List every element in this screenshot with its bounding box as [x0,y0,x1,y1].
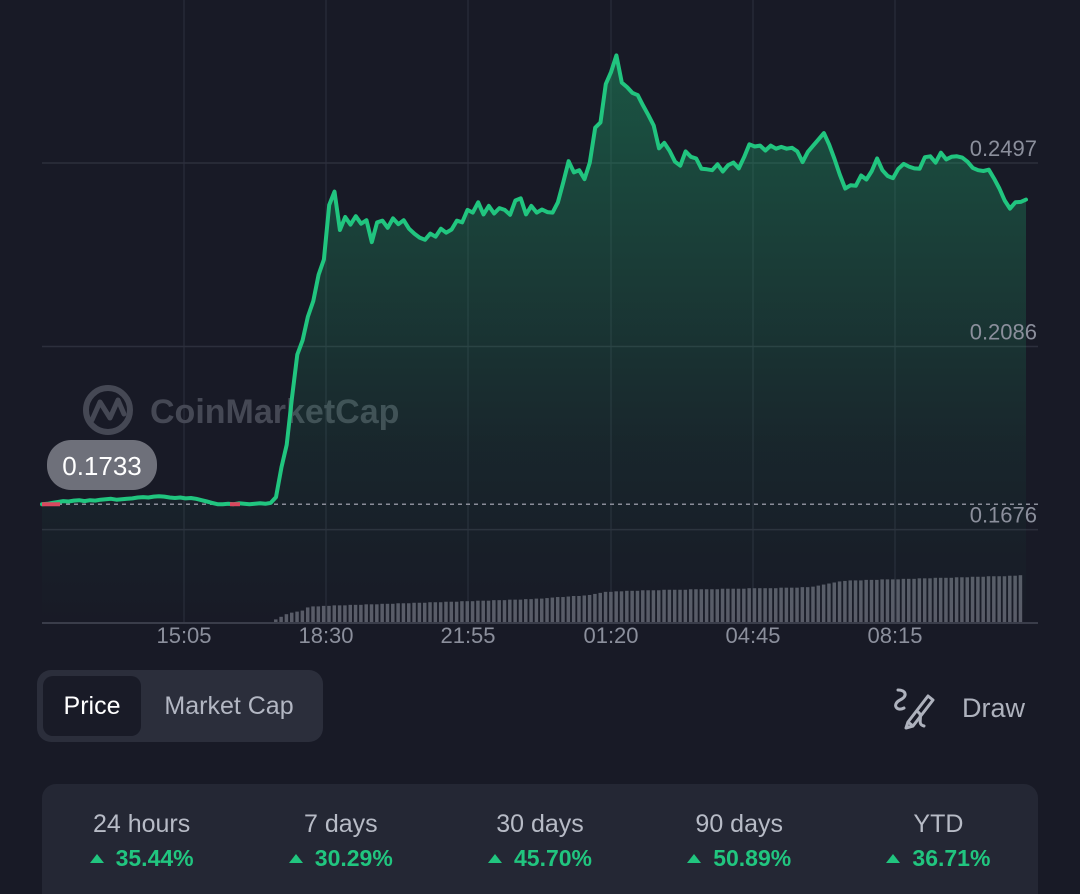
up-triangle-icon [288,854,303,863]
stat-24h: 24 hours 35.44% [42,784,241,894]
stat-value-wrap: 36.71% [886,845,990,872]
stat-label: 24 hours [92,810,191,838]
stat-label: 7 days [303,810,378,838]
coinmarketcap-logo-icon [83,385,133,435]
y-tick-label: 0.1676 [970,503,1037,528]
stat-value: 45.70% [514,845,593,871]
up-triangle-icon [886,854,901,863]
stat-value-wrap: 35.44% [89,845,194,872]
price-tooltip-value: 0.1733 [62,451,142,481]
x-tick-label: 21:55 [440,623,495,648]
stat-label: YTD [913,810,964,838]
price-line [40,53,1028,507]
stat-value: 35.44% [115,845,194,871]
y-tick-label: 0.2086 [970,320,1037,345]
y-tick-label: 0.2497 [970,136,1037,161]
price-tab[interactable]: Price [43,676,141,736]
stat-value-wrap: 30.29% [288,845,393,872]
stat-value: 30.29% [314,845,393,871]
price-chart[interactable]: CoinMarketCap 0.1676 0.2086 0.2497 15:05 18… [0,0,1080,660]
stat-ytd: YTD 36.71% [839,784,1038,894]
up-triangle-icon [687,854,702,863]
stat-value: 50.89% [713,845,792,871]
x-tick-label: 08:15 [867,623,922,648]
x-tick-label: 01:20 [583,623,638,648]
stat-value-wrap: 45.70% [488,845,592,872]
draw-pencil-icon [888,682,936,735]
stat-90d: 90 days 50.89% [640,784,839,894]
stat-value-wrap: 50.89% [687,845,791,872]
stat-label: 30 days [496,810,584,838]
price-area-fill [42,55,1026,623]
x-tick-label: 18:30 [298,623,353,648]
up-triangle-icon [89,854,104,863]
stat-label: 90 days [695,810,783,838]
draw-label: Draw [962,692,1026,723]
stat-7d: 7 days 30.29% [241,784,440,894]
price-tooltip: 0.1733 [47,440,157,490]
stat-30d: 30 days 45.70% [440,784,639,894]
chart-type-toggle: Price Market Cap [37,670,323,742]
x-axis-labels: 15:05 18:30 21:55 01:20 04:45 08:15 [156,623,922,648]
performance-stats: 24 hours 35.44% 7 days 30.29% 30 days 45… [42,784,1038,894]
x-tick-label: 15:05 [156,623,211,648]
y-axis-labels: 0.1676 0.2086 0.2497 [970,136,1037,528]
up-triangle-icon [488,854,502,863]
market-cap-tab[interactable]: Market Cap [164,691,294,720]
x-tick-label: 04:45 [725,623,780,648]
draw-button[interactable]: Draw [888,680,1048,736]
stat-value: 36.71% [912,845,991,871]
